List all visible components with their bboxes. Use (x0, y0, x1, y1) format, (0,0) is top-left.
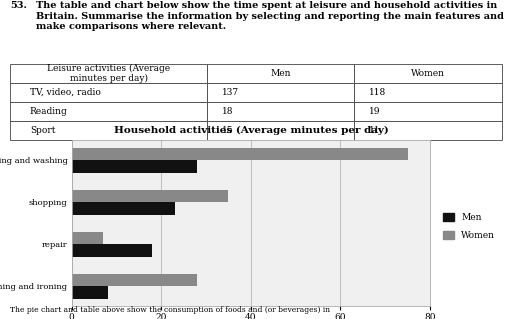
Text: The pie chart and table above show the consumption of foods and (or beverages) i: The pie chart and table above show the c… (10, 306, 330, 314)
Bar (72, 286, 108, 299)
Bar (72, 190, 228, 202)
Bar (72, 274, 197, 286)
Text: The table and chart below show the time spent at leisure and household activitie: The table and chart below show the time … (36, 1, 504, 31)
Bar (72, 160, 197, 173)
Legend: Men, Women: Men, Women (440, 209, 499, 244)
Bar (72, 202, 175, 215)
Text: 53.: 53. (10, 1, 27, 10)
Title: Household activities (Average minutes per day): Household activities (Average minutes pe… (114, 126, 388, 136)
Bar (72, 232, 103, 244)
Bar (72, 148, 408, 160)
Bar (72, 244, 153, 257)
